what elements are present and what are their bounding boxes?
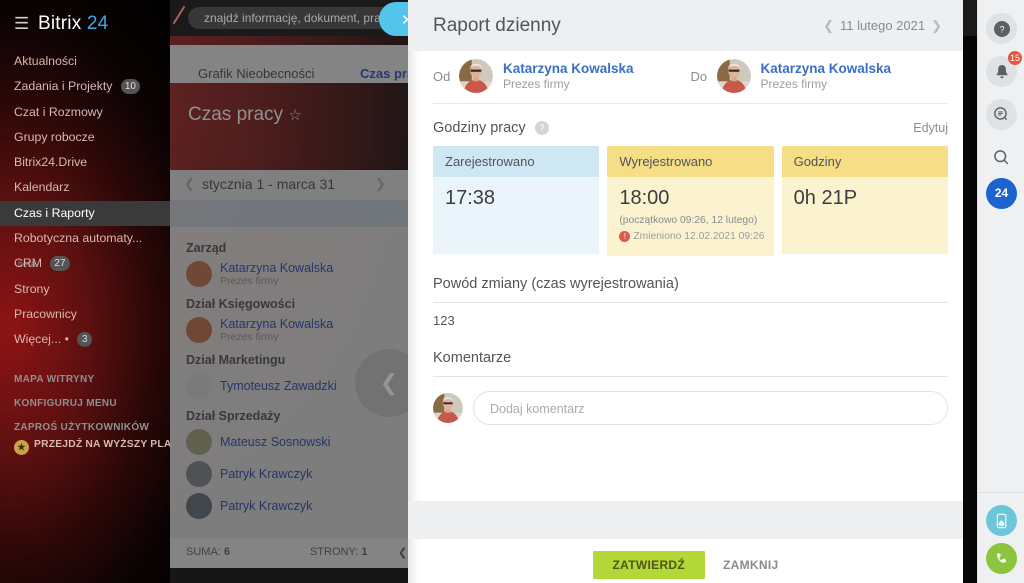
svg-text:?: ? bbox=[999, 24, 1004, 34]
